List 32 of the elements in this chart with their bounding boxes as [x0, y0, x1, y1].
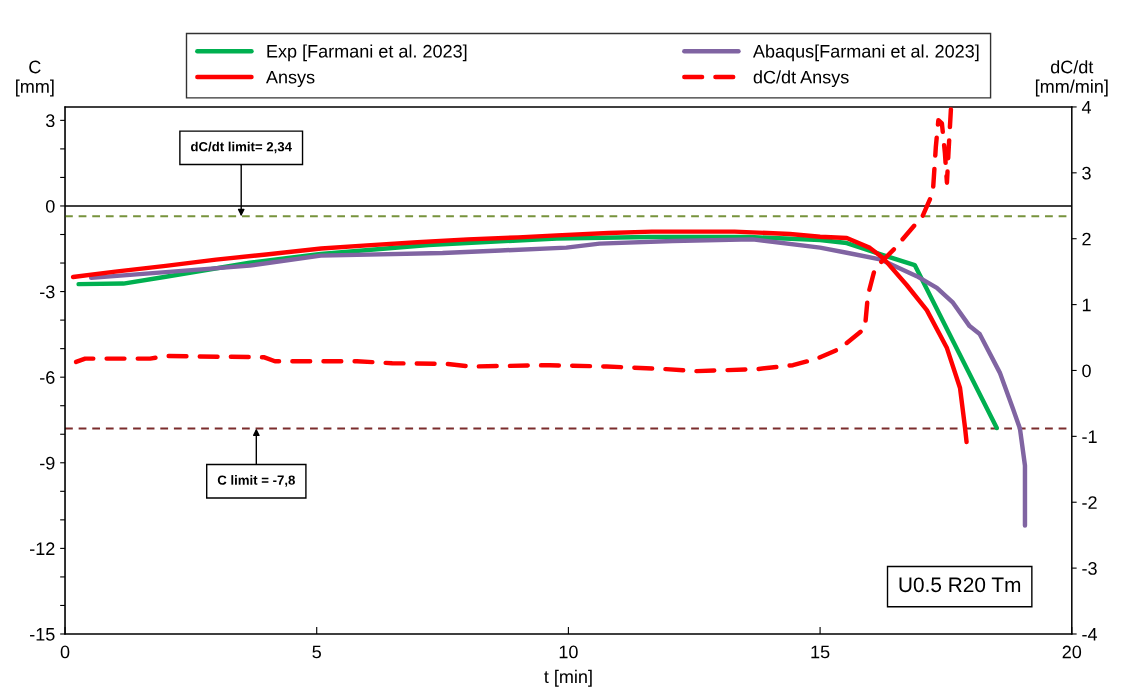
y2-tick-label: 4: [1081, 101, 1092, 114]
annotation: U0.5 R20 Tm: [899, 577, 1021, 593]
y-tick-label: -6: [40, 371, 55, 384]
y2-tick-label: -4: [1082, 628, 1098, 641]
x-tick-label: 10: [559, 645, 578, 659]
y-tick-label: -3: [40, 285, 55, 299]
y-tick-label: -12: [30, 542, 55, 555]
y-axis-title: C [mm]: [16, 60, 54, 97]
y-tick-label: -15: [30, 628, 55, 641]
x-tick-label: 5: [312, 645, 321, 659]
y2-tick-label: 3: [1082, 166, 1091, 180]
y-tick-label: -9: [40, 456, 55, 470]
y-tick-label: 0: [45, 199, 55, 213]
y2-axis-title: dC/dt [mm/min]: [1035, 60, 1108, 97]
y2-tick-label: 2: [1082, 232, 1091, 246]
legend-label: Exp [Farmani et al. 2023]: [267, 44, 467, 62]
y2-tick-label: 0: [1082, 364, 1091, 378]
y2-tick-label: -3: [1082, 562, 1097, 575]
x-axis-title: t [min]: [544, 669, 592, 687]
y2-tick-label: -1: [1082, 430, 1097, 443]
ref-line-label: C limit = -7,8: [217, 475, 295, 487]
y2-tick-label: -2: [1082, 496, 1097, 509]
line-series: [88, 237, 1028, 528]
y2-tick-label: 1: [1082, 298, 1091, 312]
x-tick-label: 0: [60, 645, 70, 659]
y-tick-label: 3: [45, 114, 55, 128]
x-tick-label: 20: [1062, 645, 1082, 659]
ref-line-label: dC/dt limit= 2,34: [190, 141, 292, 154]
legend-label: Ansys: [265, 70, 315, 88]
x-tick-label: 15: [811, 645, 830, 659]
legend-label: dC/dt Ansys: [753, 70, 849, 88]
legend-label: Abaqus[Farmani et al. 2023]: [752, 44, 979, 62]
